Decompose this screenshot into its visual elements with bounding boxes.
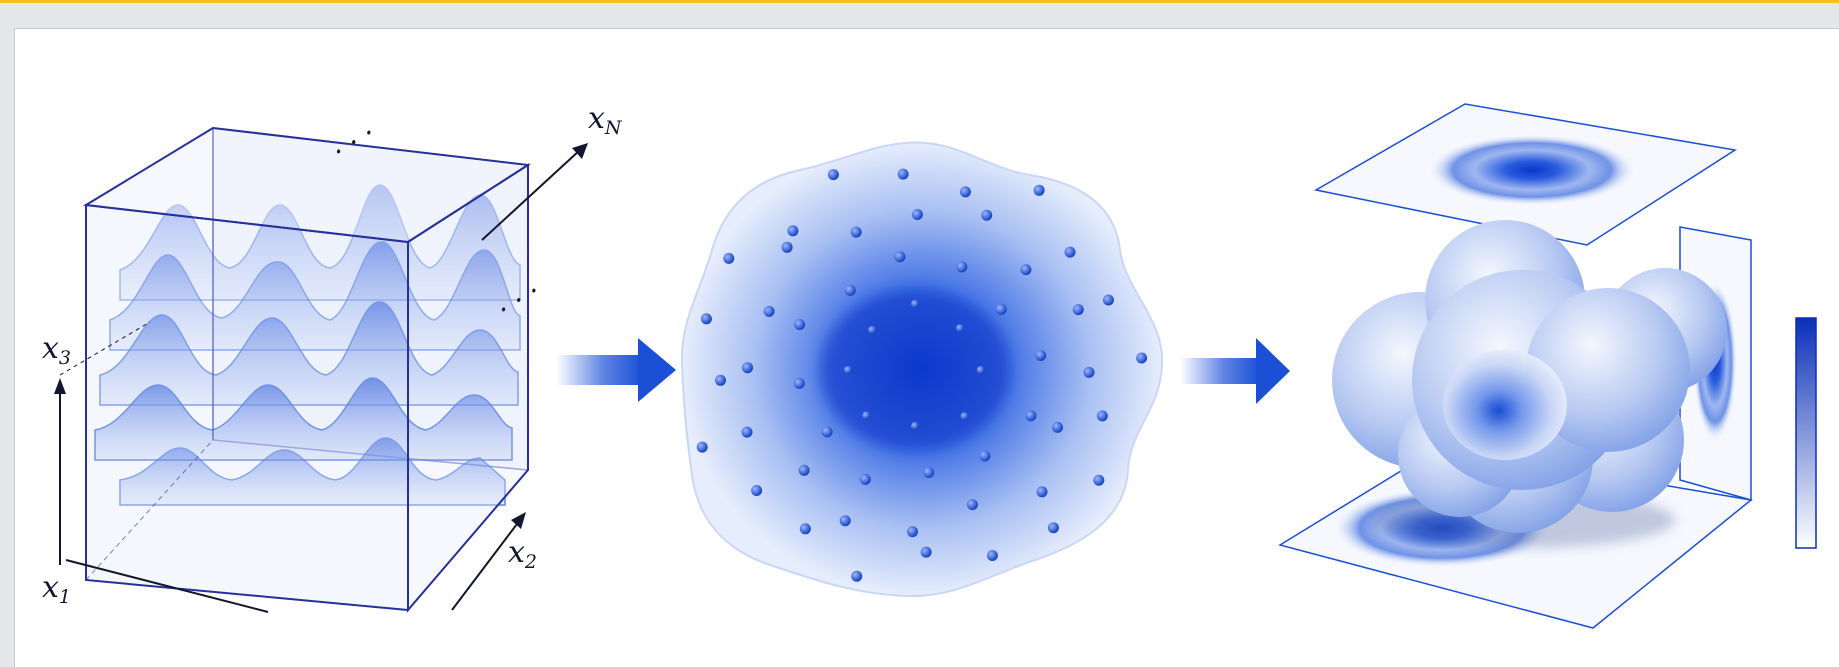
cloud-particle — [844, 284, 856, 296]
cloud-particle — [821, 426, 833, 438]
cloud-particle — [1064, 246, 1076, 258]
transition-arrow-1 — [556, 338, 676, 402]
cloud-particle — [1093, 474, 1105, 486]
cloud-particle — [966, 499, 978, 511]
cloud-particle — [1052, 421, 1063, 433]
cloud-particle — [920, 546, 932, 558]
cloud-particle — [911, 209, 923, 220]
x1-label: x1 — [42, 570, 71, 608]
cloud-particle — [851, 570, 863, 582]
cloud-particle — [981, 209, 993, 221]
cloud-particle — [1096, 410, 1108, 422]
cloud-particle — [956, 261, 968, 273]
box-hidden-edge-2 — [85, 439, 214, 581]
cloud-particle — [850, 226, 862, 238]
cloud-particle — [959, 186, 971, 198]
cloud-particles — [696, 168, 1148, 582]
cloud-particle — [741, 426, 753, 438]
cloud-particle — [1033, 184, 1045, 196]
cloud-particle — [955, 324, 964, 333]
cloud-particle — [995, 303, 1007, 315]
cloud-particle — [923, 467, 935, 478]
x3-label: x3 — [42, 331, 71, 369]
cloud-particle — [763, 305, 775, 317]
cloud-particle — [1025, 410, 1037, 422]
cloud-particle — [1072, 304, 1084, 316]
cloud-particle — [723, 252, 735, 264]
wavefunction-panel: · · · · · · x1 x2 x3 xN — [42, 101, 623, 613]
cloud-particle — [799, 523, 811, 535]
top-highlight-bar — [0, 0, 1839, 3]
cloud-particle — [911, 299, 919, 308]
x2-axis-line — [451, 519, 521, 611]
x2-arrow-head — [511, 512, 526, 529]
cloud-particle — [1102, 294, 1114, 306]
cloud-particle — [1136, 352, 1148, 364]
cloud-particle — [868, 326, 877, 334]
cloud-particle — [696, 441, 708, 453]
x3-arrow-head — [54, 378, 66, 394]
colorbar — [1795, 317, 1817, 549]
cloud-particle — [979, 450, 991, 462]
box-side-face — [407, 163, 529, 613]
density-cloud-panel — [680, 141, 1164, 598]
cloud-particle — [986, 550, 998, 561]
xN-arrow-head — [572, 143, 588, 159]
cloud-particle — [839, 515, 851, 527]
density-3d-panel — [1278, 103, 1817, 629]
cloud-particle — [742, 362, 753, 374]
cloud-particle — [1047, 522, 1059, 534]
cloud-particle — [894, 251, 906, 263]
xN-axis-line — [481, 149, 581, 241]
transition-arrow-2 — [1180, 338, 1290, 404]
cloud-particle — [827, 169, 839, 181]
cloud-particle — [907, 526, 918, 538]
x3-dashed-guide — [59, 321, 151, 376]
x1-axis-line — [65, 559, 269, 613]
cloud-particle — [793, 377, 805, 389]
cloud-particle — [859, 473, 871, 485]
density-blob — [1332, 220, 1727, 533]
cloud-particle — [976, 366, 985, 374]
cloud-particle — [862, 411, 871, 420]
cloud-particle — [787, 225, 799, 237]
cloud-particle — [751, 485, 763, 496]
top-projection-density — [1427, 134, 1637, 206]
x2-label: x2 — [508, 535, 537, 573]
cloud-particle — [794, 319, 806, 330]
cloud-particle — [798, 464, 810, 476]
cloud-particle — [1036, 486, 1048, 498]
cloud-particle — [700, 313, 712, 325]
cloud-particle — [844, 366, 852, 374]
cloud-particle — [1020, 264, 1032, 276]
cloud-particle — [1035, 350, 1047, 361]
box-front-face — [85, 203, 409, 612]
cloud-particle — [1083, 366, 1095, 378]
xN-label: xN — [588, 101, 623, 139]
cloud-particle — [960, 412, 969, 421]
cloud-particle — [715, 374, 726, 386]
cloud-particle — [897, 168, 909, 180]
cloud-particle — [781, 241, 793, 253]
cloud-particle — [911, 421, 919, 430]
